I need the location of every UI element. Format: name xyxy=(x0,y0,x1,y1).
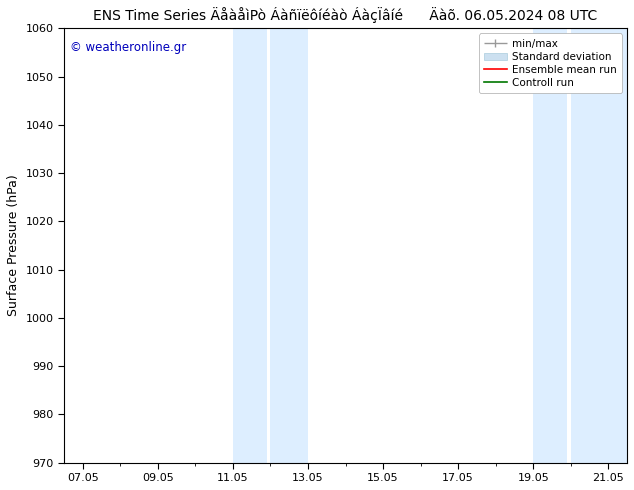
Y-axis label: Surface Pressure (hPa): Surface Pressure (hPa) xyxy=(7,174,20,317)
Bar xyxy=(571,28,627,463)
Bar xyxy=(233,28,267,463)
Title: ENS Time Series ÄåàåìPò Áàñïëôíéàò ÁàçÏâíé      Äàõ. 06.05.2024 08 UTC: ENS Time Series ÄåàåìPò Áàñïëôíéàò ÁàçÏâ… xyxy=(93,7,598,23)
Text: © weatheronline.gr: © weatheronline.gr xyxy=(70,41,186,54)
Bar xyxy=(533,28,567,463)
Legend: min/max, Standard deviation, Ensemble mean run, Controll run: min/max, Standard deviation, Ensemble me… xyxy=(479,33,622,93)
Bar xyxy=(271,28,308,463)
